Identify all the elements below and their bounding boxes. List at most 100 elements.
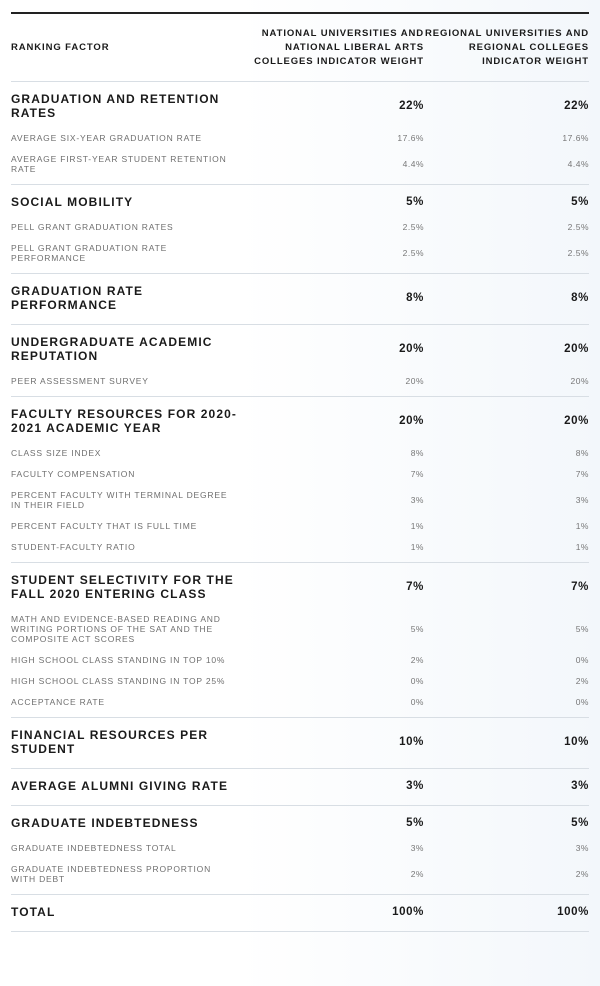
table-header: RANKING FACTOR NATIONAL UNIVERSITIES AND… xyxy=(11,14,589,82)
subfactor-name: PELL GRANT GRADUATION RATES xyxy=(11,222,174,232)
subfactor-name: AVERAGE FIRST-YEAR STUDENT RETENTION RAT… xyxy=(11,154,227,174)
table-row: UNDERGRADUATE ACADEMIC REPUTATION 20% 20% xyxy=(11,325,589,371)
subfactor-national-weight: 2% xyxy=(410,869,424,879)
subfactor-name: STUDENT-FACULTY RATIO xyxy=(11,542,136,552)
factor-name: FINANCIAL RESOURCES PER STUDENT xyxy=(11,728,209,756)
national-weight: 5% xyxy=(406,817,424,829)
table-subrow: GRADUATE INDEBTEDNESS TOTAL 3% 3% xyxy=(11,838,589,859)
table-row: GRADUATION AND RETENTION RATES 22% 22% xyxy=(11,82,589,128)
subfactor-regional-weight: 1% xyxy=(575,521,589,531)
subfactor-national-weight: 8% xyxy=(410,448,424,458)
subfactor-regional-weight: 2.5% xyxy=(567,248,589,258)
subfactor-national-weight: 2% xyxy=(410,655,424,665)
table-row: SOCIAL MOBILITY 5% 5% xyxy=(11,185,589,217)
subfactor-regional-weight: 1% xyxy=(575,542,589,552)
regional-weight: 5% xyxy=(571,196,589,208)
subfactor-national-weight: 3% xyxy=(410,843,424,853)
table-subrow: PELL GRANT GRADUATION RATE PERFORMANCE 2.… xyxy=(11,238,589,269)
factor-group: FACULTY RESOURCES FOR 2020-2021 ACADEMIC… xyxy=(11,397,589,563)
factor-group: AVERAGE ALUMNI GIVING RATE 3% 3% xyxy=(11,769,589,806)
table-subrow: AVERAGE FIRST-YEAR STUDENT RETENTION RAT… xyxy=(11,149,589,180)
regional-weight: 5% xyxy=(571,817,589,829)
header-national-weight: NATIONAL UNIVERSITIES AND NATIONAL LIBER… xyxy=(254,27,424,67)
regional-weight: 7% xyxy=(571,581,589,593)
factor-name: TOTAL xyxy=(11,905,56,919)
table-subrow: PELL GRANT GRADUATION RATES 2.5% 2.5% xyxy=(11,217,589,238)
factor-name: STUDENT SELECTIVITY FOR THE FALL 2020 EN… xyxy=(11,573,234,601)
subfactor-name: ACCEPTANCE RATE xyxy=(11,697,105,707)
regional-weight: 20% xyxy=(564,415,589,427)
regional-weight: 22% xyxy=(564,100,589,112)
factor-group: GRADUATION RATE PERFORMANCE 8% 8% xyxy=(11,274,589,325)
factor-name: UNDERGRADUATE ACADEMIC REPUTATION xyxy=(11,335,213,363)
table-subrow: FACULTY COMPENSATION 7% 7% xyxy=(11,464,589,485)
subfactor-regional-weight: 5% xyxy=(575,624,589,634)
table-subrow: HIGH SCHOOL CLASS STANDING IN TOP 25% 0% 2… xyxy=(11,671,589,692)
table-row: TOTAL 100% 100% xyxy=(11,895,589,927)
table-row: GRADUATE INDEBTEDNESS 5% 5% xyxy=(11,806,589,838)
factor-group: UNDERGRADUATE ACADEMIC REPUTATION 20% 20% P… xyxy=(11,325,589,397)
table-subrow: PERCENT FACULTY THAT IS FULL TIME 1% 1% xyxy=(11,516,589,537)
subfactor-national-weight: 17.6% xyxy=(397,133,424,143)
factor-group: STUDENT SELECTIVITY FOR THE FALL 2020 EN… xyxy=(11,563,589,718)
subfactor-name: AVERAGE SIX-YEAR GRADUATION RATE xyxy=(11,133,202,143)
regional-weight: 20% xyxy=(564,343,589,355)
table-subrow: PEER ASSESSMENT SURVEY 20% 20% xyxy=(11,371,589,392)
subfactor-national-weight: 7% xyxy=(410,469,424,479)
subfactor-regional-weight: 4.4% xyxy=(567,159,589,169)
subfactor-regional-weight: 2.5% xyxy=(567,222,589,232)
table-subrow: STUDENT-FACULTY RATIO 1% 1% xyxy=(11,537,589,558)
table-row: STUDENT SELECTIVITY FOR THE FALL 2020 EN… xyxy=(11,563,589,609)
subfactor-national-weight: 20% xyxy=(405,376,424,386)
subfactor-national-weight: 0% xyxy=(410,676,424,686)
national-weight: 7% xyxy=(406,581,424,593)
table-body: GRADUATION AND RETENTION RATES 22% 22% AVER… xyxy=(11,82,589,932)
subfactor-regional-weight: 0% xyxy=(575,697,589,707)
factor-name: SOCIAL MOBILITY xyxy=(11,195,134,209)
table-subrow: PERCENT FACULTY WITH TERMINAL DEGREE IN … xyxy=(11,485,589,516)
national-weight: 10% xyxy=(399,736,424,748)
factor-name: GRADUATION RATE PERFORMANCE xyxy=(11,284,144,312)
factor-group: GRADUATE INDEBTEDNESS 5% 5% GRADUATE INDEBT… xyxy=(11,806,589,895)
factor-name: FACULTY RESOURCES FOR 2020-2021 ACADEMIC… xyxy=(11,407,237,435)
subfactor-name: PERCENT FACULTY WITH TERMINAL DEGREE IN … xyxy=(11,490,228,510)
national-weight: 20% xyxy=(399,415,424,427)
subfactor-national-weight: 4.4% xyxy=(402,159,424,169)
subfactor-name: GRADUATE INDEBTEDNESS PROPORTION WITH DE… xyxy=(11,864,212,884)
regional-weight: 100% xyxy=(557,906,589,918)
table-subrow: ACCEPTANCE RATE 0% 0% xyxy=(11,692,589,713)
national-weight: 100% xyxy=(392,906,424,918)
table-row: FACULTY RESOURCES FOR 2020-2021 ACADEMIC… xyxy=(11,397,589,443)
subfactor-national-weight: 2.5% xyxy=(402,222,424,232)
subfactor-regional-weight: 7% xyxy=(575,469,589,479)
subfactor-regional-weight: 8% xyxy=(575,448,589,458)
factor-group: SOCIAL MOBILITY 5% 5% PELL GRANT GRADUATION… xyxy=(11,185,589,274)
factor-name: GRADUATION AND RETENTION RATES xyxy=(11,92,220,120)
subfactor-national-weight: 1% xyxy=(410,542,424,552)
table-row: GRADUATION RATE PERFORMANCE 8% 8% xyxy=(11,274,589,320)
subfactor-name: PERCENT FACULTY THAT IS FULL TIME xyxy=(11,521,198,531)
regional-weight: 10% xyxy=(564,736,589,748)
subfactor-name: FACULTY COMPENSATION xyxy=(11,469,136,479)
subfactor-name: MATH AND EVIDENCE-BASED READING AND WRIT… xyxy=(11,614,221,644)
regional-weight: 3% xyxy=(571,780,589,792)
table-subrow: GRADUATE INDEBTEDNESS PROPORTION WITH DE… xyxy=(11,859,589,890)
subfactor-national-weight: 0% xyxy=(410,697,424,707)
subfactor-regional-weight: 17.6% xyxy=(562,133,589,143)
subfactor-regional-weight: 0% xyxy=(575,655,589,665)
table-subrow: CLASS SIZE INDEX 8% 8% xyxy=(11,443,589,464)
factor-group: TOTAL 100% 100% xyxy=(11,895,589,932)
national-weight: 20% xyxy=(399,343,424,355)
factor-name: GRADUATE INDEBTEDNESS xyxy=(11,816,199,830)
factor-group: GRADUATION AND RETENTION RATES 22% 22% AVER… xyxy=(11,82,589,185)
table-subrow: MATH AND EVIDENCE-BASED READING AND WRIT… xyxy=(11,609,589,650)
national-weight: 22% xyxy=(399,100,424,112)
table-subrow: AVERAGE SIX-YEAR GRADUATION RATE 17.6% 17.… xyxy=(11,128,589,149)
ranking-weights-table: RANKING FACTOR NATIONAL UNIVERSITIES AND… xyxy=(11,12,589,932)
subfactor-regional-weight: 2% xyxy=(575,869,589,879)
national-weight: 8% xyxy=(406,292,424,304)
table-row: AVERAGE ALUMNI GIVING RATE 3% 3% xyxy=(11,769,589,801)
subfactor-regional-weight: 3% xyxy=(575,843,589,853)
table-row: FINANCIAL RESOURCES PER STUDENT 10% 10% xyxy=(11,718,589,764)
